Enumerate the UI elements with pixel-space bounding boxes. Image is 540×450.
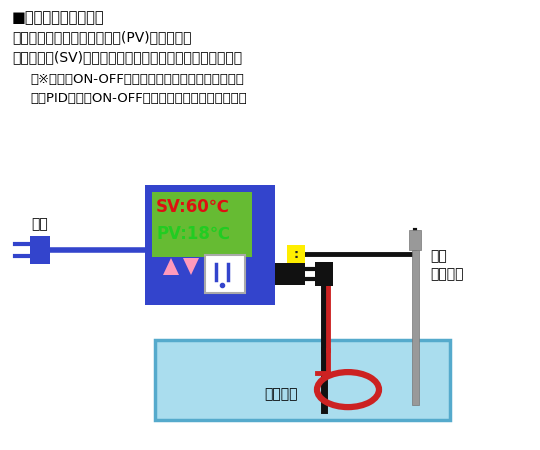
Text: ヒーター: ヒーター [265, 387, 298, 401]
Text: PV:18℃: PV:18℃ [156, 225, 230, 243]
Text: ■温度調節器の仕組み: ■温度調節器の仕組み [12, 10, 105, 25]
Bar [409, 230, 421, 250]
Bar [155, 340, 450, 420]
Bar [287, 245, 305, 263]
Text: 温度
センサー: 温度 センサー [430, 249, 463, 281]
Bar [205, 255, 245, 293]
Text: :: : [294, 248, 299, 261]
Text: SV:60℃: SV:60℃ [156, 198, 230, 216]
Bar [275, 263, 305, 285]
Text: ※電気のON-OFFの度合いを温度制御方式と呼び、: ※電気のON-OFFの度合いを温度制御方式と呼び、 [30, 73, 244, 86]
Text: 設定温度(SV)に達するまでヒーターに電気を流します。: 設定温度(SV)に達するまでヒーターに電気を流します。 [12, 50, 242, 64]
Bar [315, 262, 333, 286]
Text: 電源: 電源 [32, 217, 49, 231]
Polygon shape [183, 258, 199, 275]
Text: PID制御、ON-OFF制御などの方式があります。: PID制御、ON-OFF制御などの方式があります。 [30, 92, 247, 105]
Bar [30, 236, 50, 264]
Bar [412, 250, 419, 405]
Bar [145, 185, 275, 305]
Text: 温度センサーで現在の温度(PV)を感知し、: 温度センサーで現在の温度(PV)を感知し、 [12, 30, 192, 44]
Polygon shape [163, 258, 179, 275]
Bar [152, 192, 252, 257]
